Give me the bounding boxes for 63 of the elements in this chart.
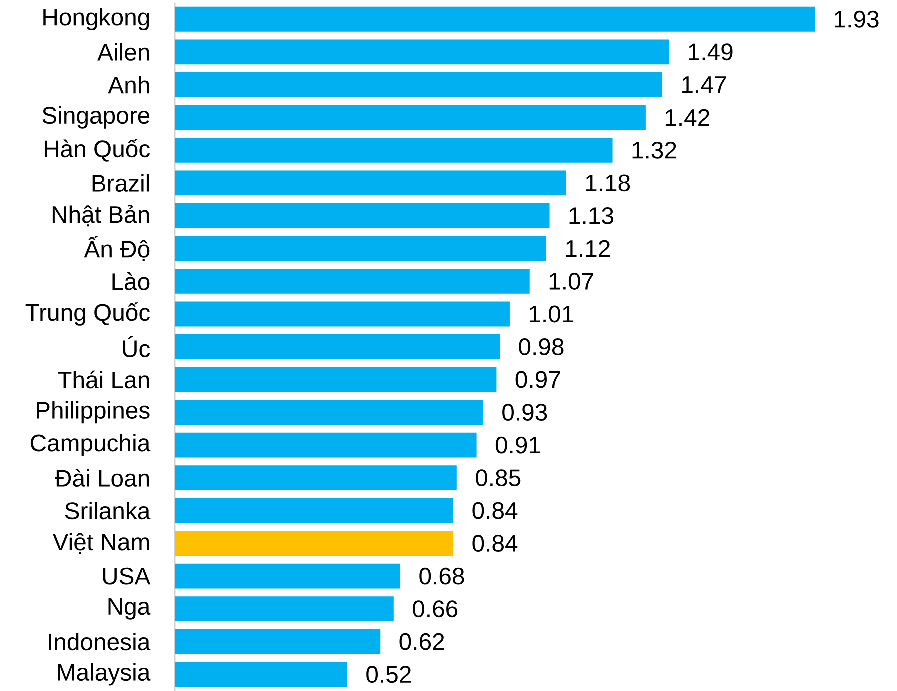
y-tick-label: Nga [108, 598, 151, 620]
data-label: 0.91 [496, 436, 540, 454]
bar [175, 302, 510, 327]
data-label: 0.62 [400, 633, 444, 650]
bar [175, 6, 816, 32]
bar [175, 138, 613, 163]
data-label: 1.01 [530, 306, 574, 323]
data-label: 1.13 [570, 208, 614, 224]
data-label: 1.18 [586, 174, 630, 192]
data-label: 0.52 [366, 666, 411, 684]
bar [175, 432, 477, 458]
y-tick-label: Srilanka [65, 502, 151, 520]
y-tick-label: Ailen [98, 43, 150, 61]
bar [175, 367, 497, 392]
bar [175, 334, 500, 360]
bar [175, 498, 454, 524]
data-label: 0.68 [420, 568, 464, 585]
data-label: 1.42 [666, 109, 710, 126]
bar [175, 466, 457, 491]
data-label: 0.97 [516, 371, 560, 388]
y-tick-label: Singapore [42, 106, 150, 129]
data-label: 0.98 [519, 338, 564, 356]
data-label: 0.85 [476, 470, 521, 487]
bar [175, 204, 550, 228]
data-label: 0.84 [472, 502, 518, 520]
y-tick-label: Campuchia [30, 434, 151, 456]
y-tick-label: Đài Loan [55, 469, 150, 487]
data-label: 0.93 [502, 404, 548, 421]
bar [175, 662, 348, 688]
data-label: 1.32 [632, 142, 676, 159]
y-tick-label: Anh [108, 76, 150, 94]
bar [175, 170, 566, 196]
data-label: 0.66 [413, 600, 458, 618]
bar [175, 564, 401, 589]
bar [175, 269, 530, 294]
y-tick-label: Hàn Quốc [44, 138, 150, 162]
y-tick-label: Philippines [37, 401, 150, 424]
y-tick-label: Thái Lan [58, 370, 150, 389]
data-label: 1.93 [835, 10, 879, 28]
y-tick-label: Indonesia [49, 633, 151, 651]
y-tick-label: Brazil [92, 174, 150, 192]
data-label: 1.12 [566, 240, 610, 258]
data-label: 0.84 [472, 535, 518, 552]
bar [175, 72, 663, 98]
y-tick-label: Nhật Bản [52, 205, 150, 227]
bar [175, 596, 394, 622]
y-tick-label: USA [103, 568, 151, 585]
y-tick-label: Lào [112, 272, 150, 290]
bar [175, 236, 546, 262]
y-tick-label: Việt Nam [52, 533, 150, 554]
data-label: 1.07 [550, 273, 594, 290]
y-tick-label: Ấn Độ [84, 236, 150, 262]
y-tick-label: Úc [123, 336, 150, 358]
bar [175, 40, 670, 65]
y-tick-label: Trung Quốc [26, 302, 150, 326]
bar [175, 531, 454, 556]
y-tick-label: Malaysia [58, 663, 151, 686]
bar [175, 400, 484, 425]
bar [175, 105, 646, 130]
data-label: 1.47 [682, 76, 726, 94]
bar [175, 629, 381, 654]
y-tick-label: Hongkong [44, 8, 150, 31]
data-label: 1.49 [689, 44, 733, 61]
